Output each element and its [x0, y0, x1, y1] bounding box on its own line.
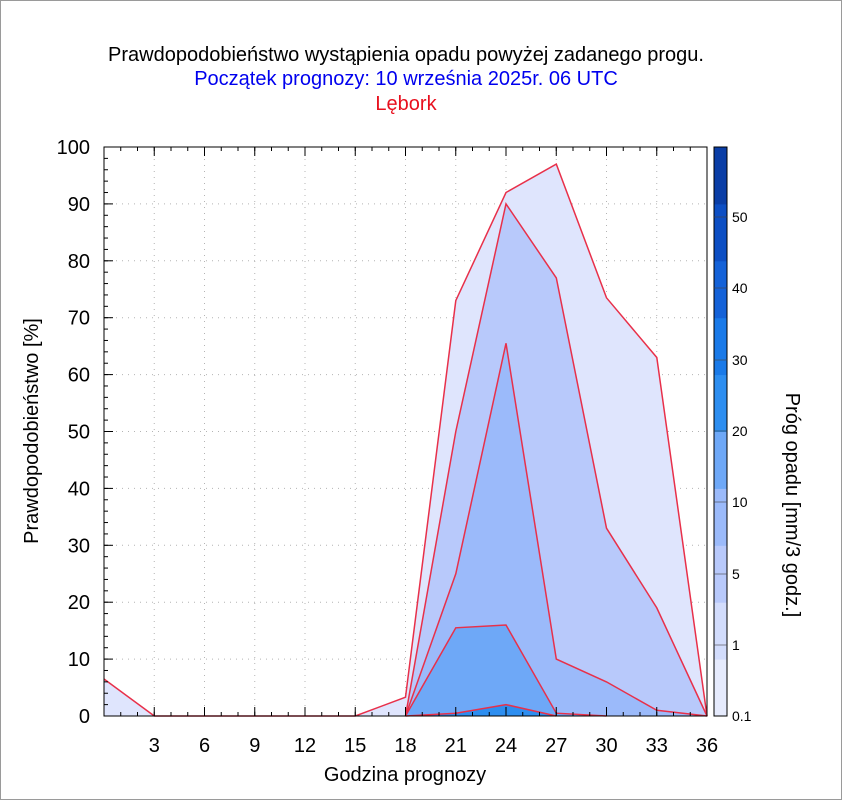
colorbar-tick-label: 10	[732, 494, 748, 510]
colorbar-tick-label: 40	[732, 280, 748, 296]
colorbar-swatch	[714, 374, 727, 432]
colorbar-tick-label: 50	[732, 209, 748, 225]
x-tick-label: 15	[344, 735, 366, 757]
chart-title: Prawdopodobieństwo wystąpienia opadu pow…	[108, 44, 704, 66]
x-tick-label: 33	[646, 735, 668, 757]
colorbar-tick-label: 5	[732, 566, 740, 582]
y-tick-label: 100	[57, 137, 90, 159]
x-tick-label: 3	[149, 735, 160, 757]
x-tick-label: 36	[696, 735, 718, 757]
x-tick-label: 24	[495, 735, 517, 757]
colorbar-border	[713, 146, 728, 717]
x-tick-label: 6	[199, 735, 210, 757]
location-label: Lębork	[375, 93, 437, 115]
colorbar-swatch	[714, 147, 727, 205]
forecast-start-subtitle: Początek prognozy: 10 września 2025r. 06…	[194, 68, 618, 90]
colorbar-swatch	[714, 260, 727, 319]
x-tick-label: 9	[249, 735, 260, 757]
colorbar-swatch	[714, 659, 727, 717]
x-axis-label: Godzina prognozy	[324, 764, 486, 786]
x-tick-label: 21	[445, 735, 467, 757]
colorbar-tick-label: 1	[732, 637, 740, 653]
x-tick-label: 27	[545, 735, 567, 757]
colorbar-swatch	[714, 431, 727, 489]
axes: 3 6 9 12 15 18 21 24 27 30 33 360102030405060708090…	[57, 137, 719, 757]
colorbar-tick-label: 30	[732, 352, 748, 368]
colorbar: 0.1 1 5 10 20 30 40 50	[713, 146, 752, 724]
area-threshold-1	[104, 203, 707, 716]
x-tick-label: 30	[595, 735, 617, 757]
y-tick-label: 10	[68, 649, 90, 671]
y-tick-label: 90	[68, 194, 90, 216]
colorbar-swatch	[714, 317, 727, 376]
colorbar-swatch	[714, 488, 727, 546]
colorbar-swatch	[714, 203, 727, 262]
outline-threshold-20	[405, 703, 557, 717]
outline-threshold-1	[404, 202, 708, 717]
colorbar-swatch	[714, 602, 727, 660]
y-tick-label: 80	[68, 251, 90, 273]
y-axis-label: Prawdopodobieństwo [%]	[21, 318, 43, 544]
colorbar-tick-label: 0.1	[732, 708, 752, 724]
y-tick-label: 40	[68, 478, 90, 500]
colorbar-label: Próg opadu [mm/3 godz.]	[781, 393, 803, 618]
x-tick-label: 18	[394, 735, 416, 757]
colorbar-tick-label: 20	[732, 423, 748, 439]
y-tick-label: 20	[68, 592, 90, 614]
y-tick-label: 50	[68, 422, 90, 444]
y-tick-label: 70	[68, 308, 90, 330]
y-tick-label: 60	[68, 365, 90, 387]
x-tick-label: 12	[294, 735, 316, 757]
y-tick-label: 0	[79, 706, 90, 728]
y-tick-label: 30	[68, 535, 90, 557]
